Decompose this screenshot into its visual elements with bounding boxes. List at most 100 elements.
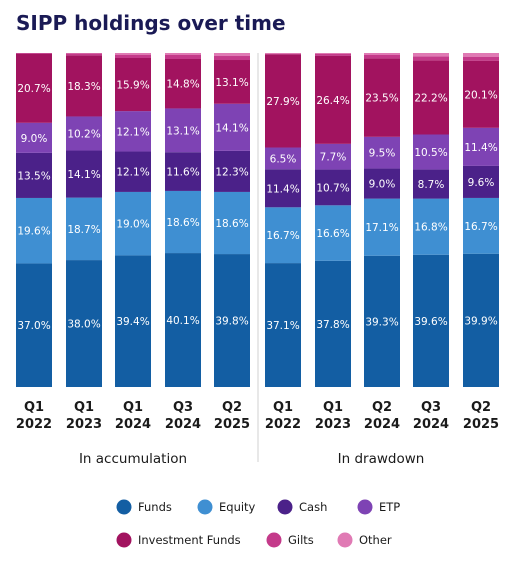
bar-segment xyxy=(165,59,201,109)
legend-label: Funds xyxy=(138,500,172,514)
data-label: 19.6% xyxy=(17,226,50,238)
bar-segment xyxy=(315,55,351,144)
bar-segment xyxy=(115,151,151,192)
bar-segment xyxy=(265,53,301,54)
data-label: 13.1% xyxy=(215,77,248,89)
group-labels-layer: In accumulation In drawdown xyxy=(79,451,424,467)
bar-segment xyxy=(265,207,301,264)
bar-segment xyxy=(364,255,400,387)
data-label: 9.5% xyxy=(369,148,396,160)
bar-segment xyxy=(315,205,351,261)
x-tick-label: Q1 xyxy=(24,400,44,415)
x-tick-label: Q3 xyxy=(173,400,193,415)
bar-segment xyxy=(66,53,102,56)
bar-segment xyxy=(66,116,102,151)
legend-label: ETP xyxy=(379,500,400,514)
x-tick-label: 2024 xyxy=(364,417,400,432)
legend-label: Gilts xyxy=(288,533,314,547)
group-label: In drawdown xyxy=(338,451,425,467)
data-label: 15.9% xyxy=(116,80,149,92)
bar-segment xyxy=(66,197,102,261)
data-label: 18.3% xyxy=(67,81,100,93)
bar-segment xyxy=(463,165,499,198)
bar-segment xyxy=(364,168,400,199)
x-tick-label: 2024 xyxy=(115,417,151,432)
x-tick-label: Q1 xyxy=(273,400,293,415)
data-label: 12.1% xyxy=(116,167,149,179)
data-label: 39.6% xyxy=(414,316,447,328)
bar-segment xyxy=(364,55,400,59)
data-label: 14.8% xyxy=(166,79,199,91)
data-label: 22.2% xyxy=(414,92,447,104)
bar-segment xyxy=(165,53,201,55)
data-label: 11.4% xyxy=(464,142,497,154)
bar-segment xyxy=(413,254,449,387)
bar-segment xyxy=(16,263,52,387)
bar-segment xyxy=(66,150,102,198)
bar-segment xyxy=(364,198,400,256)
data-label: 39.9% xyxy=(464,315,497,327)
bar-segment xyxy=(315,143,351,170)
data-label: 18.6% xyxy=(215,218,248,230)
bar-segment xyxy=(66,260,102,387)
bar-segment xyxy=(463,253,499,387)
x-tick-label: Q1 xyxy=(323,400,343,415)
x-tick-label: 2025 xyxy=(463,417,499,432)
bar-segment xyxy=(165,55,201,60)
data-label: 18.7% xyxy=(67,224,100,236)
data-label: 9.0% xyxy=(21,133,48,145)
data-label: 9.6% xyxy=(468,177,495,189)
data-label: 39.4% xyxy=(116,316,149,328)
legend-label: Other xyxy=(359,533,392,547)
data-label: 10.7% xyxy=(316,182,349,194)
data-label: 10.2% xyxy=(67,128,100,140)
data-label: 27.9% xyxy=(266,96,299,108)
legend-label: Cash xyxy=(299,500,327,514)
data-label: 18.6% xyxy=(166,217,199,229)
bar-segment xyxy=(265,263,301,387)
data-label: 26.4% xyxy=(316,95,349,107)
legend-swatch xyxy=(266,532,282,548)
bar-segment xyxy=(413,169,449,199)
x-tick-label: Q2 xyxy=(222,400,242,415)
x-tick-label: Q1 xyxy=(74,400,94,415)
data-label: 20.7% xyxy=(17,83,50,95)
bar-segment xyxy=(165,108,201,153)
data-label: 40.1% xyxy=(166,315,199,327)
bar-segment xyxy=(265,147,301,170)
bar-segment xyxy=(115,53,151,55)
bar-segment xyxy=(315,53,351,54)
x-tick-labels-layer: Q1 2022 Q1 2023 Q1 2024 Q3 2024 Q2 2025 Q1 2022 Q1 20… xyxy=(16,400,499,432)
x-tick-label: Q2 xyxy=(471,400,491,415)
data-label: 16.8% xyxy=(414,222,447,234)
data-label: 16.6% xyxy=(316,228,349,240)
bar-segment xyxy=(66,55,102,117)
bar-segment xyxy=(413,134,449,170)
bar-segment xyxy=(413,198,449,255)
data-label: 16.7% xyxy=(266,230,299,242)
data-label: 7.7% xyxy=(320,152,347,164)
data-label: 9.0% xyxy=(369,179,396,191)
data-label: 38.0% xyxy=(67,319,100,331)
x-tick-label: Q2 xyxy=(372,400,392,415)
bar-segment xyxy=(214,53,250,57)
bar-segment xyxy=(364,53,400,55)
bar-segment xyxy=(115,54,151,59)
bar-segment xyxy=(463,127,499,166)
legend-swatch xyxy=(116,532,132,548)
x-tick-label: 2023 xyxy=(66,417,102,432)
bar-segment xyxy=(463,53,499,57)
x-tick-label: 2025 xyxy=(214,417,250,432)
segment-labels-layer: 37.0% 19.6% 13.5% 9.0% 20.7% 38.0% 18.7% 14.1% 1… xyxy=(17,77,497,332)
bar-segment xyxy=(115,255,151,387)
bar-segment xyxy=(165,152,201,191)
bar-segment xyxy=(315,53,351,56)
bar-segment xyxy=(115,111,151,152)
bar-segment xyxy=(214,60,250,104)
data-label: 13.5% xyxy=(17,170,50,182)
data-label: 12.1% xyxy=(116,126,149,138)
data-label: 20.1% xyxy=(464,89,497,101)
bar-segment xyxy=(364,136,400,169)
legend-swatch xyxy=(116,499,132,515)
